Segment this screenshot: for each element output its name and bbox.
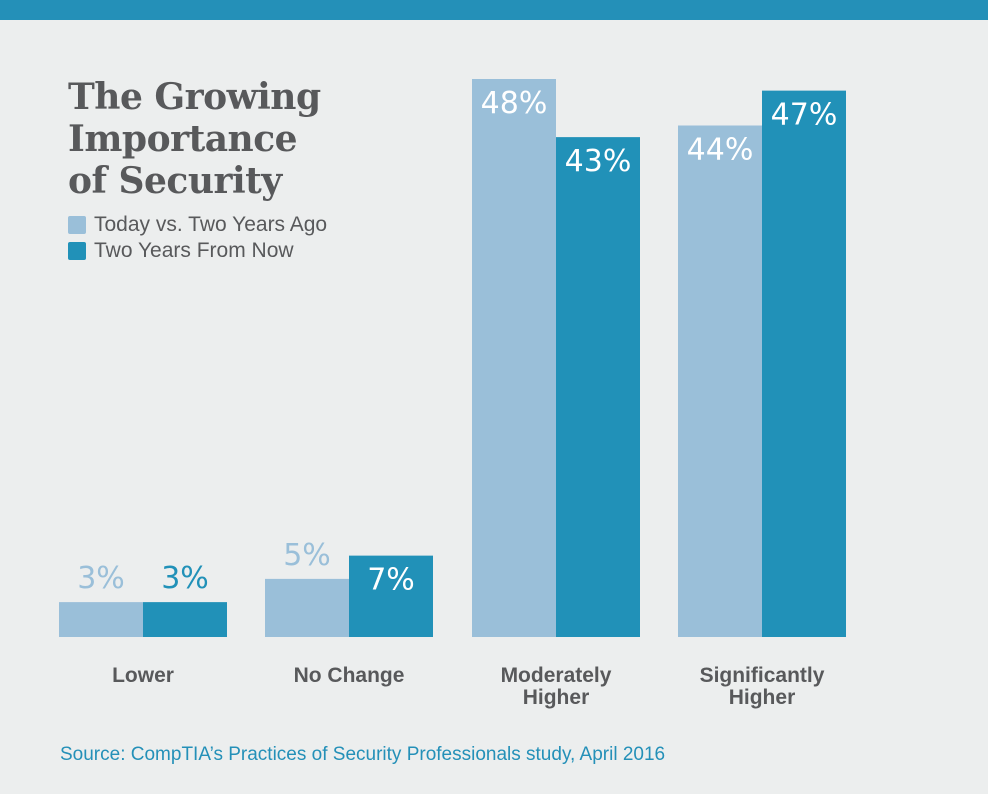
legend-item-today: Today vs. Two Years Ago — [68, 212, 327, 238]
category-label-0-0: Lower — [112, 664, 174, 687]
legend-item-future: Two Years From Now — [68, 238, 327, 264]
bar-2-0 — [472, 79, 556, 637]
data-label-1-1: 7% — [367, 563, 415, 598]
bar-3-0 — [678, 125, 762, 637]
data-label-1-0: 5% — [283, 538, 331, 573]
chart-legend: Today vs. Two Years Ago Two Years From N… — [68, 212, 327, 264]
title-line-3: of Security — [68, 160, 282, 202]
legend-label-today: Today vs. Two Years Ago — [94, 213, 328, 236]
category-label-3-0: Significantly — [700, 664, 825, 687]
category-label-1-0: No Change — [294, 664, 405, 687]
legend-label-future: Two Years From Now — [94, 239, 294, 262]
bar-1-0 — [265, 578, 349, 637]
bar-1-1 — [349, 555, 433, 637]
bar-0-1 — [143, 602, 227, 637]
source-note: Source: CompTIA’s Practices of Security … — [60, 744, 666, 765]
legend-swatch-dark — [68, 242, 86, 260]
data-label-3-1: 47% — [771, 98, 838, 133]
category-label-2-1: Higher — [523, 686, 590, 709]
bar-2-1 — [556, 137, 640, 637]
bar-0-0 — [59, 602, 143, 637]
title-line-1: The Growing — [68, 76, 321, 118]
category-label-2-0: Moderately — [501, 664, 612, 687]
data-label-0-0: 3% — [77, 561, 125, 596]
top-accent-bar — [0, 0, 988, 20]
data-label-2-0: 48% — [481, 86, 548, 121]
data-label-3-0: 44% — [687, 133, 754, 168]
bar-3-1 — [762, 90, 846, 637]
title-line-2: Importance — [68, 118, 298, 160]
category-label-3-1: Higher — [729, 686, 796, 709]
chart-title: The Growing Importance of Security — [68, 76, 388, 202]
data-label-0-1: 3% — [161, 561, 209, 596]
legend-swatch-light — [68, 216, 86, 234]
data-label-2-1: 43% — [565, 144, 632, 179]
